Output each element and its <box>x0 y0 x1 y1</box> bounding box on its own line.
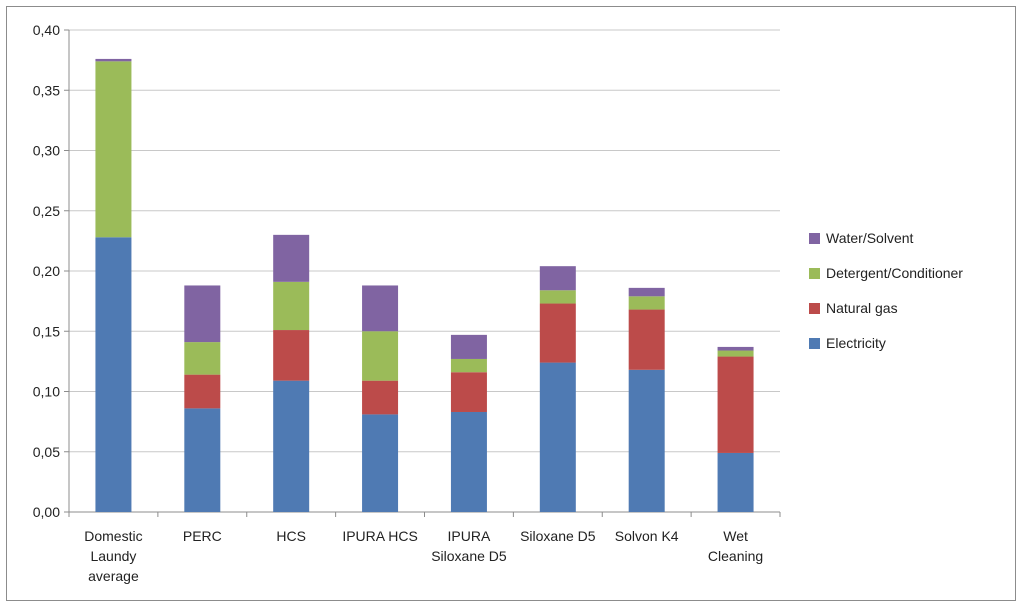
y-tick-label: 0,35 <box>33 82 60 98</box>
bar-segment-water-solvent <box>95 58 132 62</box>
bar-segment-detergent-conditioner <box>450 358 487 373</box>
bar-segment-natural-gas <box>273 330 310 381</box>
y-tick-label: 0,00 <box>33 504 60 520</box>
x-tick-label: IPURA HCS <box>342 528 417 544</box>
legend-swatch <box>809 338 820 349</box>
stacked-bar-chart: 0,00 0,05 0,10 0,15 0,20 0,25 0,30 0,35 0,40 Dome… <box>33 22 964 584</box>
x-tick-label-line: IPURA <box>448 528 491 544</box>
y-tick-label: 0,25 <box>33 203 60 219</box>
legend-swatch <box>809 303 820 314</box>
legend-label: Natural gas <box>826 300 898 316</box>
x-tick-label-line: HCS <box>276 528 306 544</box>
x-tick-label: HCS <box>276 528 306 544</box>
y-tick-label: 0,15 <box>33 323 60 339</box>
x-tick-label-line: Siloxane D5 <box>520 528 596 544</box>
x-tick-label-line: Laundy <box>90 548 136 564</box>
bar-segment-water-solvent <box>628 287 665 297</box>
y-tick-label: 0,30 <box>33 143 60 159</box>
bar-segment-natural-gas <box>539 303 576 363</box>
bar-segment-detergent-conditioner <box>628 296 665 310</box>
legend-swatch <box>809 233 820 244</box>
bar-segment-detergent-conditioner <box>95 61 132 238</box>
x-tick-label-line: Solvon K4 <box>615 528 679 544</box>
x-tick-label-line: average <box>88 568 139 584</box>
y-tick-label: 0,05 <box>33 444 60 460</box>
x-tick-label-line: Wet <box>723 528 748 544</box>
bar-segment-water-solvent <box>717 346 754 351</box>
bar-segment-electricity <box>628 369 665 512</box>
bar-segment-electricity <box>184 408 221 512</box>
bar-segment-natural-gas <box>184 374 221 409</box>
x-tick-label-line: Cleaning <box>708 548 763 564</box>
chart-frame: 0,00 0,05 0,10 0,15 0,20 0,25 0,30 0,35 0,40 Dome… <box>6 6 1016 601</box>
bar-segment-detergent-conditioner <box>362 331 399 381</box>
x-tick-label: IPURA Siloxane D5 <box>431 528 507 564</box>
x-tick-label: PERC <box>183 528 222 544</box>
bar-segment-water-solvent <box>450 334 487 359</box>
bar-segment-water-solvent <box>362 285 399 332</box>
bar-segment-water-solvent <box>539 266 576 291</box>
y-tick-label: 0,20 <box>33 263 60 279</box>
bar-segment-electricity <box>95 237 132 512</box>
x-tick-label-line: Siloxane D5 <box>431 548 507 564</box>
bar-segment-detergent-conditioner <box>273 281 310 331</box>
bar-segment-electricity <box>450 411 487 512</box>
y-tick-label: 0,40 <box>33 22 60 38</box>
bar-segment-natural-gas <box>717 356 754 453</box>
legend-label: Water/Solvent <box>826 230 914 246</box>
bar-segment-detergent-conditioner <box>184 342 221 375</box>
bar-segment-detergent-conditioner <box>717 350 754 357</box>
legend-swatch <box>809 268 820 279</box>
x-tick-label: Domestic Laundy average <box>84 528 142 584</box>
bar-segment-natural-gas <box>450 372 487 412</box>
bar-segment-electricity <box>273 380 310 512</box>
bar-segment-water-solvent <box>273 234 310 282</box>
x-tick-label-line: Domestic <box>84 528 142 544</box>
bar-segment-electricity <box>362 414 399 512</box>
bar-segment-natural-gas <box>362 380 399 415</box>
bar-segment-water-solvent <box>184 285 221 343</box>
x-tick-label-line: PERC <box>183 528 222 544</box>
bar-segment-detergent-conditioner <box>539 290 576 304</box>
bar-segment-electricity <box>539 362 576 512</box>
x-tick-label: Wet Cleaning <box>708 528 763 564</box>
bar-segment-electricity <box>717 452 754 512</box>
legend-label: Detergent/Conditioner <box>826 265 963 281</box>
bar-segment-natural-gas <box>628 309 665 370</box>
x-tick-label: Solvon K4 <box>615 528 679 544</box>
y-tick-label: 0,10 <box>33 384 60 400</box>
x-tick-label-line: IPURA HCS <box>342 528 417 544</box>
legend-label: Electricity <box>826 335 886 351</box>
x-tick-label: Siloxane D5 <box>520 528 596 544</box>
